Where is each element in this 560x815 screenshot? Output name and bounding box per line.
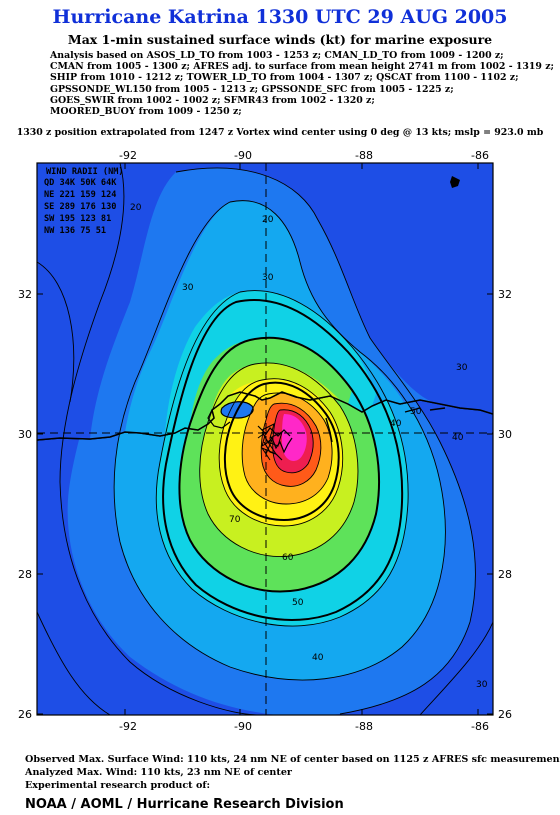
center-crosshair (37, 163, 493, 715)
core-max-winds (282, 414, 307, 461)
lon-tick-label: -88 (355, 720, 373, 733)
contour-label-20: 20 (262, 215, 274, 225)
contour-label-30: 30 (182, 283, 194, 293)
experimental-note: Experimental research product of: (25, 780, 211, 791)
lat-tick-label: 26 (498, 708, 512, 721)
lon-labels-bottom: -92 -90 -88 -86 (119, 720, 489, 733)
coastline (37, 391, 493, 441)
contour-label-30: 30 (476, 680, 488, 690)
analyzed-max-wind: Analyzed Max. Wind: 110 kts, 23 nm NE of… (25, 767, 292, 778)
analysis-line: MOORED_BUOY from 1009 - 1250 z; (50, 106, 242, 118)
lon-tick-label: -92 (119, 720, 137, 733)
contour-label-30: 30 (456, 363, 468, 373)
extrapolation-note: 1330 z position extrapolated from 1247 z… (16, 127, 544, 138)
analysis-line: GOES_SWIR from 1002 - 1002 z; SFMR43 fro… (50, 94, 375, 106)
lon-tick-label: -90 (234, 720, 252, 733)
lon-tick-label: -88 (355, 149, 373, 162)
contour-labels: 20 20 30 30 30 30 40 40 40 50 50 60 70 (130, 203, 488, 690)
isotachs-bold (162, 299, 404, 621)
wind-radii-title: WIND RADII (NM) (46, 167, 124, 177)
lat-tick-label: 30 (498, 428, 512, 441)
contour-label-40: 40 (312, 653, 324, 663)
wind-map-svg: 20 20 30 30 30 30 40 40 40 50 50 60 70 (18, 149, 512, 733)
contour-label-50: 50 (410, 407, 422, 417)
map-title: Hurricane Katrina 1330 UTC 29 AUG 2005 (52, 6, 508, 28)
lon-tick-label: -86 (471, 720, 489, 733)
contour-label-70: 70 (229, 515, 241, 525)
analysis-line: SHIP from 1010 - 1212 z; TOWER_LD_TO fro… (50, 72, 519, 84)
analysis-line: GPSSONDE_WL150 from 1005 - 1213 z; GPSSO… (50, 83, 454, 95)
lon-tick-label: -92 (119, 149, 137, 162)
lat-tick-label: 28 (498, 568, 512, 581)
center-scribble (257, 423, 283, 461)
lat-labels-right: 32 30 28 26 (498, 288, 512, 721)
analysis-line: CMAN from 1005 - 1300 z; AFRES adj. to s… (50, 61, 555, 73)
footer-notes: Observed Max. Surface Wind: 110 kts, 24 … (25, 753, 560, 792)
wind-radii-header: QD 34K 50K 64K (44, 178, 117, 188)
contour-label-50: 50 (292, 598, 304, 608)
lon-tick-label: -90 (234, 149, 252, 162)
map-frame (36, 162, 494, 716)
wind-radii-legend: WIND RADII (NM) QD 34K 50K 64K NE 221 15… (44, 167, 124, 236)
contour-label-20: 20 (130, 203, 142, 213)
organization-credit: NOAA / AOML / Hurricane Research Divisio… (25, 797, 344, 812)
wind-field: 20 20 30 30 30 30 40 40 40 50 50 60 70 (37, 163, 493, 715)
contour-label-40: 40 (390, 419, 402, 429)
observed-max-wind: Observed Max. Surface Wind: 110 kts, 24 … (25, 754, 560, 765)
lat-tick-label: 30 (18, 428, 32, 441)
lat-tick-label: 32 (498, 288, 512, 301)
barrier-islands (404, 407, 446, 413)
wind-radii-row: NW 136 75 51 (44, 226, 106, 236)
wind-radii-row: NE 221 159 124 (44, 190, 116, 200)
lon-tick-label: -86 (471, 149, 489, 162)
wind-radii-row: SW 195 123 81 (44, 214, 111, 224)
wind-radii-row: SE 289 176 130 (44, 202, 116, 212)
lat-tick-label: 28 (18, 568, 32, 581)
inland-lake (450, 176, 460, 188)
tick-marks (37, 163, 493, 715)
analysis-sources: Analysis based on ASOS_LD_TO from 1003 -… (50, 50, 555, 118)
contour-label-30: 30 (262, 273, 274, 283)
contour-label-60: 60 (282, 553, 294, 563)
map-subtitle: Max 1-min sustained surface winds (kt) f… (67, 32, 493, 47)
lat-tick-label: 26 (18, 708, 32, 721)
wind-map: 20 20 30 30 30 30 40 40 40 50 50 60 70 (0, 142, 560, 750)
lat-labels-left: 32 30 28 26 (18, 288, 32, 721)
lon-labels-top: -92 -90 -88 -86 (119, 149, 489, 162)
contour-label-40: 40 (452, 433, 464, 443)
analysis-line: Analysis based on ASOS_LD_TO from 1003 -… (50, 50, 504, 61)
chandeleur-islands (325, 417, 333, 443)
lat-tick-label: 32 (18, 288, 32, 301)
